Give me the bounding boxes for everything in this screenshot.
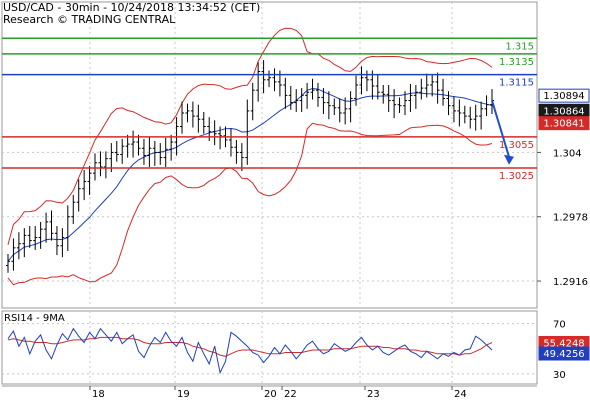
price-box bbox=[538, 88, 590, 103]
rsi-y-tick-label: 70 bbox=[553, 320, 566, 331]
moving-average-line bbox=[7, 87, 493, 262]
x-axis-tick-label: 22 bbox=[284, 389, 297, 400]
chart-title: USD/CAD - 30min - 10/24/2018 13:34:52 (C… bbox=[3, 1, 261, 14]
rsi-value-box bbox=[538, 346, 590, 361]
price-box-label: 1.30864 bbox=[543, 106, 584, 117]
rsi-ma-line bbox=[7, 336, 493, 357]
price-y-tick-label: 1.304 bbox=[553, 148, 582, 159]
rsi-panel-border bbox=[1, 310, 538, 385]
bollinger-upper-band bbox=[7, 27, 493, 245]
price-y-tick-label: 1.2978 bbox=[553, 213, 588, 224]
x-axis-tick-label: 20 bbox=[264, 389, 277, 400]
bollinger-lower-band bbox=[7, 122, 493, 286]
rsi-value-label: 55.4248 bbox=[543, 338, 584, 349]
x-axis-tick-label: 23 bbox=[367, 389, 380, 400]
price-panel: 1.315 1.3135 1.3115 1.3055 1.3025 bbox=[1, 1, 538, 309]
price-box bbox=[538, 116, 590, 131]
level-label: 1.315 bbox=[505, 41, 534, 52]
rsi-value-label: 49.4256 bbox=[543, 349, 584, 360]
level-label: 1.3115 bbox=[499, 78, 534, 89]
forecast-arrowhead bbox=[504, 154, 514, 165]
chart-subtitle: Research © TRADING CENTRAL bbox=[3, 13, 176, 26]
forecast-arrow-shaft bbox=[491, 100, 510, 158]
x-axis-tick-label: 19 bbox=[177, 389, 190, 400]
rsi-panel-title: RSI14 - 9MA bbox=[4, 313, 65, 324]
price-panel-border bbox=[1, 1, 538, 309]
rsi-line bbox=[7, 327, 493, 375]
price-y-tick-label: 1.2916 bbox=[553, 277, 588, 288]
level-label: 1.3135 bbox=[499, 57, 534, 68]
level-label: 1.3055 bbox=[499, 140, 534, 151]
price-box-label: 1.30841 bbox=[543, 119, 584, 130]
level-label: 1.3025 bbox=[499, 171, 534, 182]
x-axis-tick-label: 24 bbox=[454, 389, 467, 400]
rsi-panel: RSI14 - 9MA bbox=[1, 310, 538, 385]
x-axis-tick-label: 18 bbox=[92, 389, 105, 400]
rsi-y-tick-label: 30 bbox=[553, 370, 566, 381]
price-box-label: 1.30894 bbox=[543, 91, 584, 102]
